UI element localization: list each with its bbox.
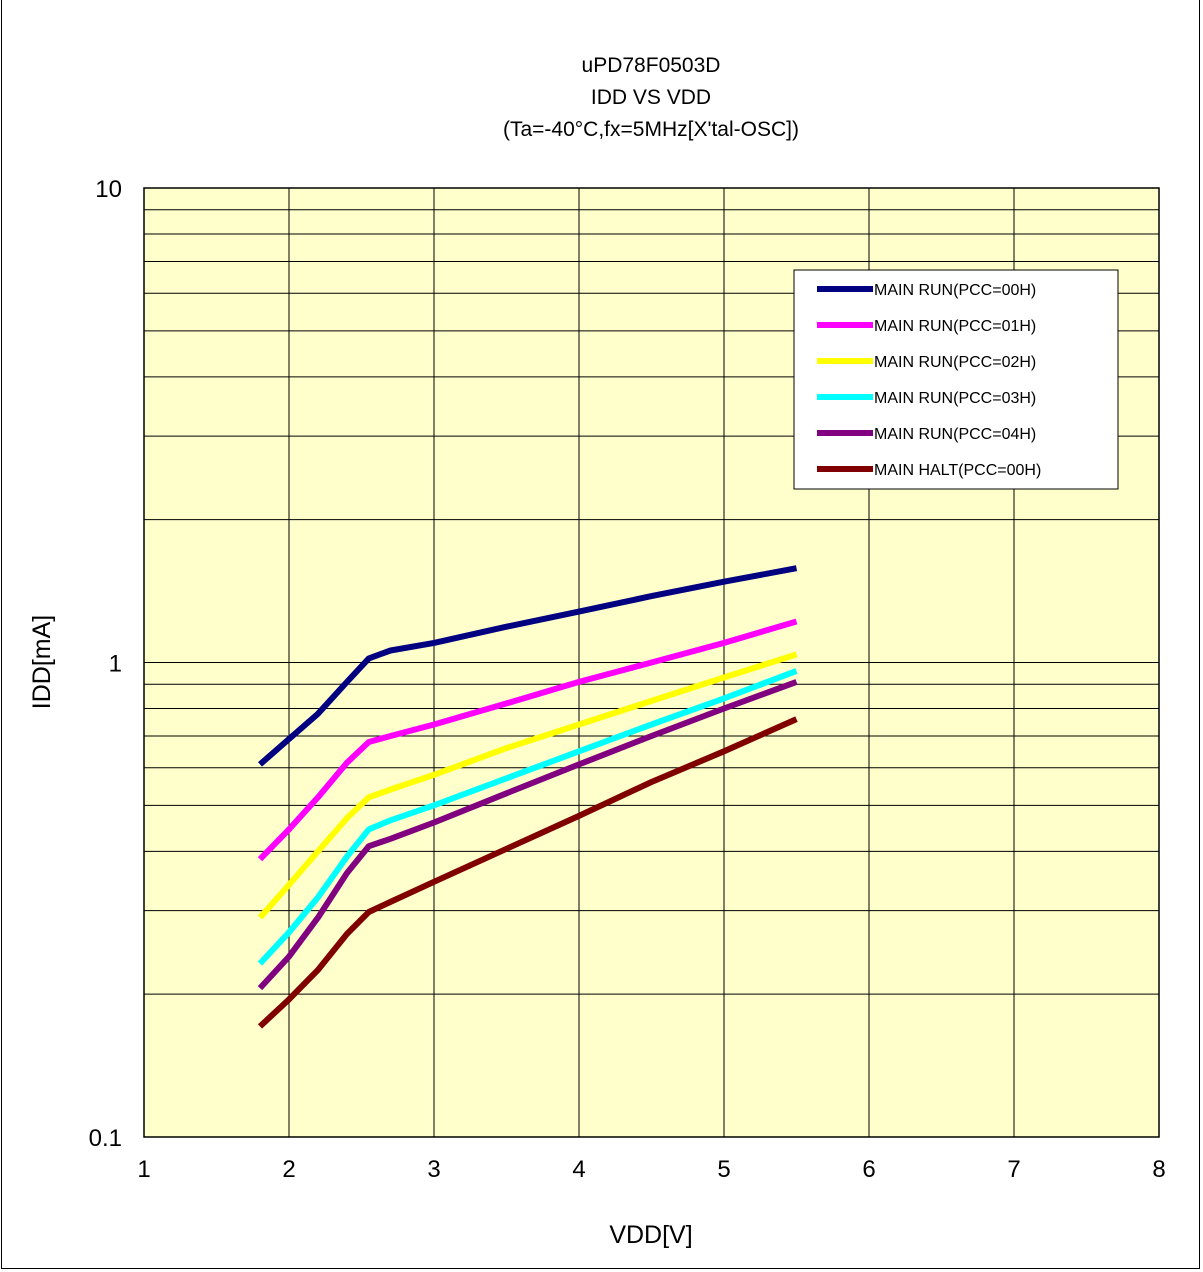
y-tick-labels: 0.1 1 10 <box>89 176 122 1152</box>
legend-label: MAIN RUN(PCC=02H) <box>874 354 1036 371</box>
series-line-6 <box>257 716 798 1029</box>
legend-label: MAIN HALT(PCC=00H) <box>874 462 1041 479</box>
x-tick-label: 3 <box>427 1156 440 1183</box>
x-tick-label: 1 <box>137 1156 150 1183</box>
x-axis-label: VDD[V] <box>609 1221 692 1249</box>
x-tick-label: 4 <box>572 1156 585 1183</box>
series-line-3 <box>257 651 798 920</box>
x-tick-labels: 1 2 3 4 5 6 7 8 <box>137 1156 1165 1183</box>
legend-label: MAIN RUN(PCC=04H) <box>874 426 1036 443</box>
series-layer <box>257 565 798 1029</box>
legend-label: MAIN RUN(PCC=03H) <box>874 390 1036 407</box>
plot-border <box>143 187 1160 1138</box>
y-axis-label: IDD[mA] <box>28 615 56 709</box>
y-tick-label: 0.1 <box>89 1125 122 1152</box>
chart-title-line-2: IDD VS VDD <box>591 86 711 109</box>
chart-title: uPD78F0503D IDD VS VDD (Ta=-40°C,fx=5MHz… <box>503 54 799 141</box>
legend-label: MAIN RUN(PCC=01H) <box>874 318 1036 335</box>
series-line-4 <box>257 668 798 966</box>
x-tick-label: 6 <box>862 1156 875 1183</box>
series-line-1 <box>258 565 798 767</box>
series-line-5 <box>257 679 798 991</box>
x-tick-label: 5 <box>717 1156 730 1183</box>
chart-title-line-1: uPD78F0503D <box>582 54 721 77</box>
legend-label: MAIN RUN(PCC=00H) <box>874 282 1036 299</box>
y-tick-label: 10 <box>95 176 122 203</box>
y-tick-label: 1 <box>109 651 122 678</box>
legend-box <box>793 269 1119 490</box>
x-tick-label: 7 <box>1007 1156 1020 1183</box>
chart-title-line-3: (Ta=-40°C,fx=5MHz[X'tal-OSC]) <box>503 118 799 141</box>
x-tick-label: 2 <box>282 1156 295 1183</box>
legend: MAIN RUN(PCC=00H) MAIN RUN(PCC=01H) MAIN R… <box>793 269 1119 490</box>
series-line-2 <box>257 618 798 862</box>
x-tick-label: 8 <box>1152 1156 1165 1183</box>
